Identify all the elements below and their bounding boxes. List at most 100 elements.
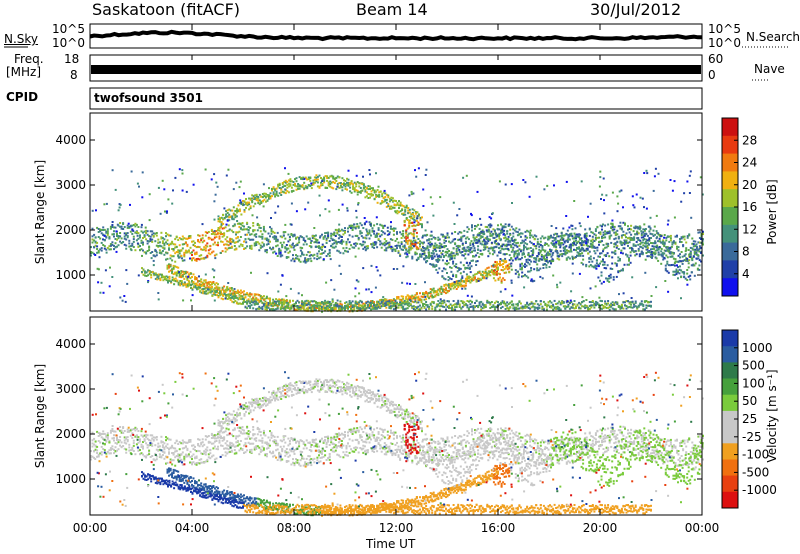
power-cell [215,285,218,288]
power-cell [236,236,239,238]
power-cell [661,254,664,257]
power-cell [628,259,630,262]
power-cell [278,187,281,189]
power-cell [248,203,251,206]
power-cell [556,251,559,254]
power-cell [108,235,111,238]
power-cell [432,291,435,294]
power-cell [253,298,256,301]
power-cell [296,242,299,245]
power-cell [210,233,213,235]
power-cell [160,237,163,240]
power-cell [360,224,363,227]
power-cell [628,227,631,230]
power-cell [232,289,235,292]
power-cell [292,299,294,302]
power-cell [549,248,551,251]
power-cell [519,302,522,305]
power-cell [226,236,229,239]
power-cell [117,235,120,237]
power-cell [174,272,177,275]
power-cell [423,292,426,295]
power-cell [467,280,470,283]
power-cell [419,304,421,307]
power-cell [366,245,369,248]
power-cell [503,237,506,240]
power-cell [422,234,424,237]
power-cell [496,227,499,230]
power-cell [628,263,630,266]
power-cell [464,257,467,260]
power-cell [394,250,397,252]
power-cell [94,241,97,244]
power-cell [264,192,267,195]
power-cell [621,252,624,255]
power-cell [438,308,441,311]
power-cell [181,259,184,262]
power-cell [535,245,538,247]
power-cell [495,238,498,241]
power-cell [155,251,158,254]
power-cell [174,246,177,249]
power-cell [126,224,129,227]
power-cell [321,184,324,187]
power-cell [445,303,447,306]
power-cell [128,225,131,228]
power-cell [409,297,412,300]
power-cell [356,303,359,305]
power-cell [296,308,299,311]
power-cell [206,284,209,287]
power-cell [643,238,646,240]
power-cell [264,250,267,253]
power-cell [250,304,253,307]
power-cell [447,255,450,258]
power-cell [482,232,485,235]
power-cell [252,222,255,224]
power-cell [446,236,449,239]
power-cell [545,308,548,311]
power-cell [378,193,381,196]
power-cell [290,307,293,310]
power-cell [212,243,215,246]
power-cell [602,248,605,251]
power-cell [111,233,114,236]
power-cell [265,306,268,309]
power-cell [281,303,284,306]
power-cell [392,298,395,301]
power-cell [391,246,394,249]
power-cell [302,239,305,241]
power-cell [662,239,665,242]
power-cell [249,306,252,309]
power-cell [180,238,183,241]
power-cell [146,240,149,242]
power-cell [397,251,400,254]
power-cell [169,242,172,245]
power-cell [288,250,291,253]
power-cell [454,238,457,241]
power-cell [459,267,462,270]
power-cell [237,204,240,207]
power-cell [207,286,210,289]
power-cell [411,300,414,303]
power-cell [299,308,302,311]
power-cell [426,247,429,250]
power-cell [287,304,290,307]
power-cell [357,225,360,228]
power-cell [484,237,487,240]
power-cell [411,255,414,258]
power-cell [601,237,603,240]
power-cell [656,236,659,239]
power-cell [266,195,269,198]
power-cell [239,236,242,238]
power-cell [434,237,437,240]
power-cell [366,232,369,235]
power-cell [327,308,330,311]
power-cell [652,229,655,232]
power-cell [259,300,262,302]
power-cell [255,297,258,300]
power-cell [282,300,285,303]
power-cell [223,243,226,246]
power-cell [269,240,271,243]
power-cell [606,252,609,255]
power-cell [377,238,380,241]
